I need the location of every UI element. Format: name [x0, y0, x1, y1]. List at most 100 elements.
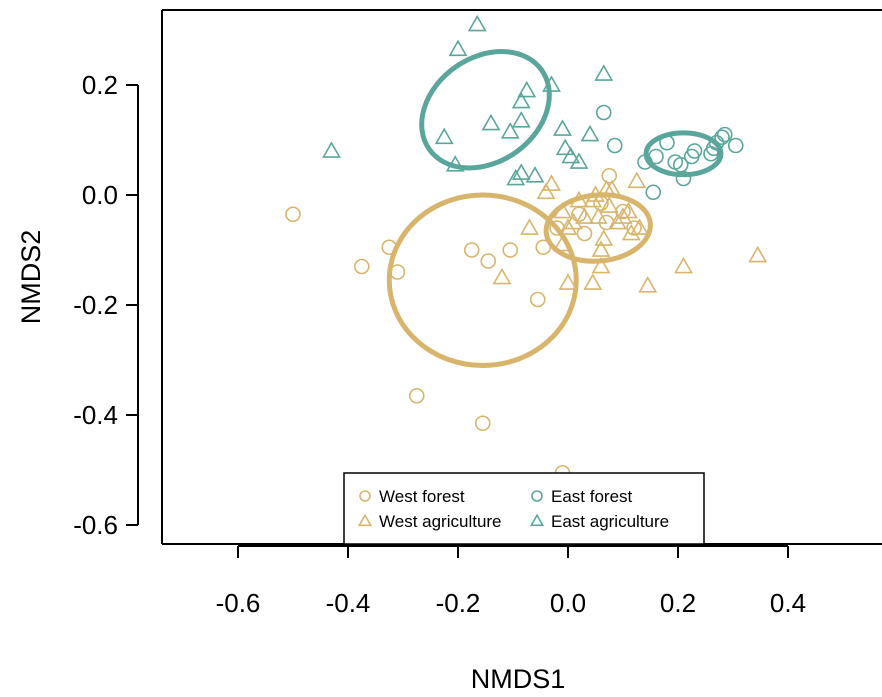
point-west_forest: [502, 242, 519, 258]
legend-label-west_forest: West forest: [379, 487, 465, 506]
point-west_agriculture: [569, 190, 589, 208]
group-ellipses: [386, 49, 724, 368]
point-east_agriculture: [594, 64, 614, 81]
data-points: [285, 14, 768, 481]
point-west_agriculture: [627, 171, 647, 189]
point-east_agriculture: [481, 113, 501, 131]
point-east_agriculture: [506, 168, 526, 186]
x-tick-label: 0.2: [660, 588, 696, 618]
point-west_agriculture: [621, 223, 641, 241]
point-east_forest: [659, 134, 675, 151]
point-west_forest: [381, 239, 398, 256]
point-west_agriculture: [591, 256, 611, 274]
point-west_agriculture: [588, 207, 608, 224]
point-east_forest: [708, 134, 725, 151]
point-west_forest: [389, 264, 406, 280]
legend-box: [343, 472, 705, 545]
x-tick-label: -0.6: [216, 588, 261, 618]
legend-marker-west_agriculture: [357, 513, 373, 527]
point-east_agriculture: [511, 111, 531, 128]
point-east_agriculture: [580, 124, 600, 142]
point-west_agriculture: [558, 273, 578, 290]
point-west_agriculture: [553, 234, 572, 252]
y-tick-label: 0.2: [82, 70, 118, 100]
point-west_agriculture: [674, 256, 693, 274]
x-tick-label: 0.0: [550, 588, 586, 618]
legend-label-west_agriculture: West agriculture: [379, 512, 502, 531]
ellipse-west_forest: [386, 192, 579, 368]
x-tick-label: -0.2: [436, 588, 481, 618]
point-west_forest: [480, 253, 497, 269]
ellipse-east_agriculture: [419, 49, 552, 171]
point-east_agriculture: [500, 122, 520, 139]
x-axis-title: NMDS1: [471, 664, 566, 694]
point-west_agriculture: [520, 218, 539, 235]
point-east_agriculture: [467, 14, 487, 32]
point-west_agriculture: [630, 218, 649, 235]
x-ticks: -0.6 -0.4 -0.2 0.0 0.2 0.4: [216, 546, 806, 618]
point-west_agriculture: [542, 174, 561, 191]
point-west_forest: [463, 242, 480, 258]
point-west_agriculture: [583, 273, 603, 290]
x-tick-label: -0.4: [326, 588, 371, 618]
ellipse-west_agriculture: [543, 192, 653, 264]
point-east_forest: [675, 170, 692, 187]
point-east_agriculture: [525, 166, 545, 183]
point-west_agriculture: [553, 201, 572, 219]
point-west_agriculture: [575, 207, 594, 224]
point-west_forest: [474, 415, 491, 432]
legend-marker-east_forest: [531, 490, 543, 502]
ellipse-east_forest: [643, 130, 724, 178]
legend-label-east_forest: East forest: [551, 487, 633, 506]
point-east_agriculture: [561, 146, 581, 164]
point-west_forest: [285, 206, 301, 223]
point-east_agriculture: [542, 75, 561, 92]
x-axis: -0.6 -0.4 -0.2 0.0 0.2 0.4: [216, 545, 806, 618]
point-east_agriculture: [555, 138, 575, 156]
point-east_forest: [648, 148, 664, 165]
point-east_agriculture: [511, 163, 531, 180]
y-tick-label: -0.4: [73, 400, 118, 430]
point-west_forest: [576, 225, 593, 242]
point-east_forest: [595, 104, 612, 121]
point-east_agriculture: [517, 80, 537, 98]
point-west_agriculture: [748, 245, 768, 263]
point-west_agriculture: [602, 179, 622, 197]
point-east_agriculture: [322, 141, 341, 158]
point-west_forest: [353, 258, 370, 275]
point-west_agriculture: [558, 218, 578, 235]
point-west_forest: [601, 167, 618, 184]
point-east_forest: [727, 137, 744, 154]
x-tick-label: 0.4: [770, 588, 806, 618]
point-east_forest: [606, 137, 623, 154]
point-east_agriculture: [569, 152, 589, 169]
point-east_forest: [716, 126, 733, 143]
point-west_agriculture: [619, 201, 638, 219]
point-west_agriculture: [638, 276, 658, 293]
point-east_forest: [714, 129, 730, 146]
point-west_agriculture: [591, 240, 611, 257]
y-tick-label: -0.2: [73, 290, 118, 320]
point-east_forest: [645, 184, 662, 201]
point-west_forest: [626, 220, 642, 236]
point-east_agriculture: [448, 39, 468, 57]
point-west_agriculture: [594, 229, 614, 246]
legend-label-east_agriculture: East agriculture: [551, 512, 669, 531]
point-east_agriculture: [434, 127, 454, 145]
point-east_forest: [686, 143, 703, 159]
y-tick-label: 0.0: [82, 180, 118, 210]
point-west_forest: [535, 239, 552, 256]
legend: West forest West agriculture East forest Ea…: [343, 472, 705, 545]
point-west_forest: [408, 387, 425, 404]
point-west_agriculture: [613, 207, 633, 224]
legend-marker-east_agriculture: [529, 513, 545, 527]
y-ticks: 0.2 0.0 -0.2 -0.4 -0.6: [73, 70, 138, 540]
point-east_agriculture: [553, 119, 572, 136]
legend-marker-west_forest: [359, 490, 371, 502]
point-west_agriculture: [536, 182, 556, 200]
y-tick-label: -0.6: [73, 510, 118, 540]
point-west_agriculture: [492, 267, 512, 285]
legend-items: West forest West agriculture East forest Ea…: [357, 487, 669, 531]
y-axis-title: NMDS2: [16, 230, 46, 325]
